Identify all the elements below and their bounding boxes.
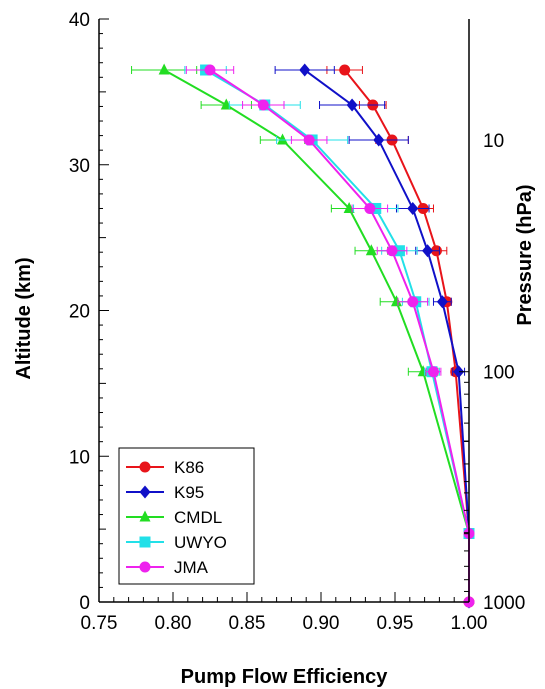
data-point [407, 201, 419, 215]
legend: K86 K95 CMDL UWYO JMA [118, 447, 255, 585]
data-point [299, 63, 311, 77]
x-tick-label: 0.95 [377, 613, 414, 634]
y-tick-label: 40 [69, 10, 90, 31]
plot-area [131, 63, 475, 609]
legend-label: K95 [174, 483, 204, 502]
x-tick-label: 0.75 [81, 613, 118, 634]
data-point [257, 99, 269, 111]
legend-item-k86: K86 [126, 458, 204, 477]
data-point [427, 366, 439, 378]
data-point [158, 63, 170, 75]
legend-item-jma: JMA [126, 558, 209, 577]
data-point [453, 365, 465, 379]
data-point [373, 133, 385, 147]
x-axis-title: Pump Flow Efficiency [181, 666, 389, 688]
data-point [390, 295, 402, 307]
series-jma [185, 64, 475, 608]
y-tick-label: 30 [69, 156, 90, 177]
series-cmdl [131, 63, 475, 538]
legend-marker [139, 561, 151, 573]
data-point [365, 244, 377, 256]
data-point [204, 64, 216, 76]
series-k95 [274, 63, 475, 609]
y2-tick-label: 10 [483, 131, 504, 152]
legend-item-k95: K95 [126, 483, 204, 502]
y-tick-label: 10 [69, 447, 90, 468]
data-point [277, 133, 289, 145]
series-k86 [326, 64, 475, 608]
legend-item-cmdl: CMDL [126, 508, 222, 527]
y-tick-label: 0 [79, 593, 90, 614]
data-point [303, 134, 315, 146]
data-point [220, 98, 232, 110]
legend-label: CMDL [174, 508, 222, 527]
legend-marker [139, 536, 151, 548]
series-line [163, 69, 470, 534]
legend-marker [139, 485, 151, 499]
legend-label: UWYO [174, 533, 227, 552]
y2-tick-label: 1000 [483, 593, 525, 614]
legend-item-uwyo: UWYO [126, 533, 227, 552]
data-point [364, 202, 376, 214]
data-point [339, 64, 351, 76]
data-point [436, 295, 448, 309]
legend-marker [139, 461, 151, 473]
y2-tick-label: 100 [483, 363, 515, 384]
y2-axis-title: Pressure (hPa) [514, 184, 536, 325]
y-axis-title: Altitude (km) [13, 257, 35, 379]
data-point [407, 296, 419, 308]
legend-label: K86 [174, 458, 204, 477]
axes: 0.75 0.80 0.85 0.90 0.95 1.00 0 10 20 30 40 10 100 10… [69, 10, 525, 634]
legend-marker [139, 510, 151, 522]
x-tick-label: 0.85 [229, 613, 266, 634]
y-tick-label: 20 [69, 302, 90, 323]
data-point [346, 98, 358, 112]
x-tick-label: 0.80 [155, 613, 192, 634]
x-tick-label: 1.00 [451, 613, 488, 634]
series-line [304, 69, 470, 602]
legend-label: JMA [174, 558, 209, 577]
data-point [386, 245, 398, 257]
data-point [422, 244, 434, 258]
x-tick-label: 0.90 [303, 613, 340, 634]
